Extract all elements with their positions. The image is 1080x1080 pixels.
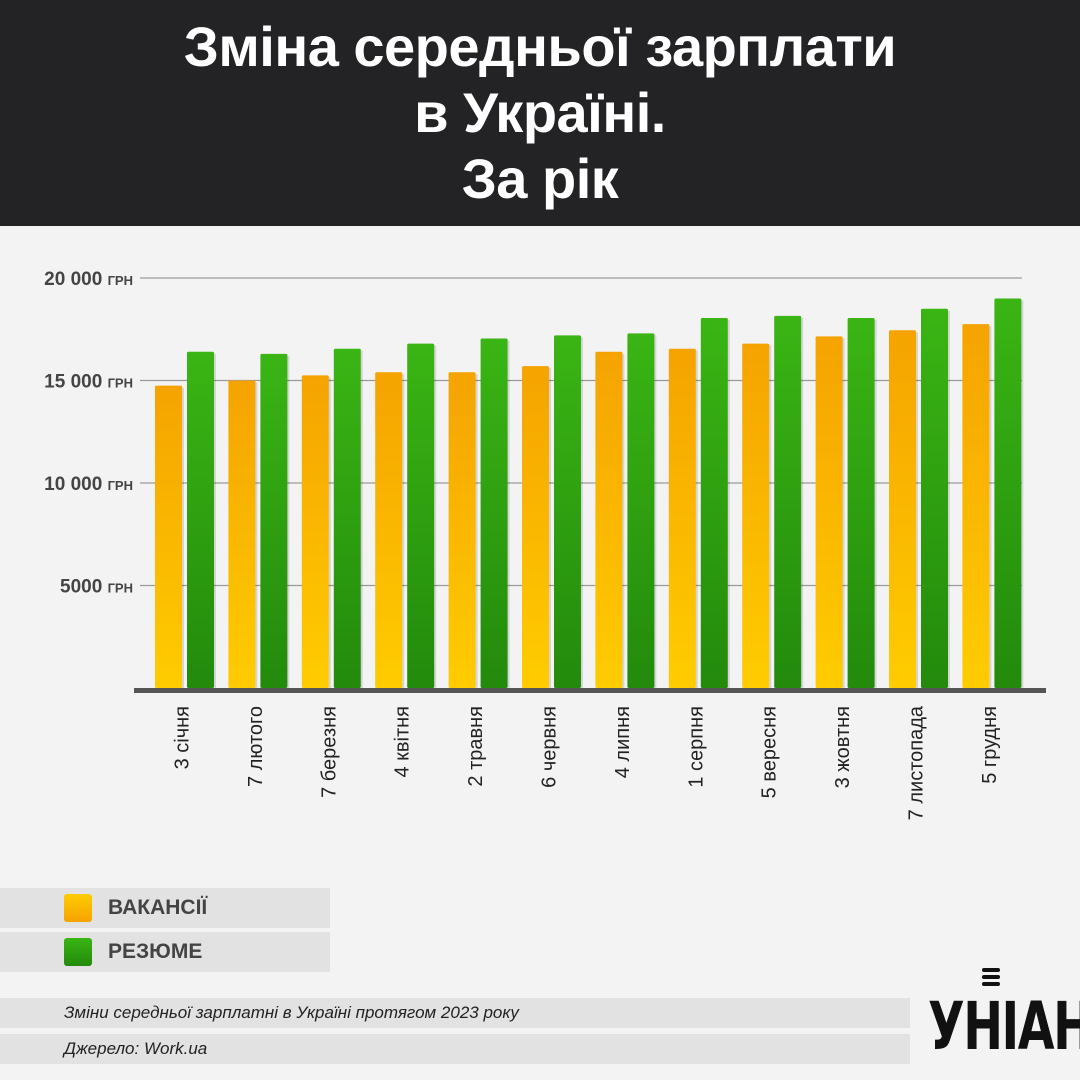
bar-resumes-2 bbox=[260, 353, 288, 688]
bar-vacancies-2 bbox=[228, 380, 256, 688]
source-text: Джерело: Work.ua bbox=[64, 1039, 208, 1058]
bar-vacancies-1 bbox=[155, 385, 182, 688]
legend-swatch-resumes bbox=[64, 938, 92, 966]
legend-row-resumes: РЕЗЮМЕ bbox=[0, 932, 330, 972]
title-line-2: в Україні. bbox=[414, 81, 666, 144]
chart-caption: Зміни середньої зарплатні в Україні прот… bbox=[64, 1003, 519, 1022]
bar-shadow-vacancies-4 bbox=[402, 374, 405, 688]
bar-resumes-8 bbox=[700, 317, 728, 688]
bar-vacancies-9 bbox=[742, 343, 770, 688]
x-tick-label-8: 1 серпня bbox=[685, 706, 707, 788]
bar-vacancies-10 bbox=[815, 336, 843, 688]
bar-shadow-resumes-4 bbox=[434, 345, 437, 688]
logo-text: УНІАН bbox=[928, 988, 1080, 1065]
bar-vacancies-12 bbox=[962, 324, 990, 688]
source-band: Джерело: Work.ua bbox=[0, 1034, 910, 1064]
x-tick-label-5: 2 травня bbox=[465, 706, 487, 787]
x-tick-label-3: 7 березня bbox=[318, 706, 340, 798]
caption-band: Зміни середньої зарплатні в Україні прот… bbox=[0, 998, 910, 1028]
bar-vacancies-8 bbox=[668, 348, 696, 688]
bar-vacancies-5 bbox=[448, 372, 476, 688]
bar-shadow-vacancies-9 bbox=[769, 345, 772, 688]
y-tick-label-5000: 5000 ГРН bbox=[60, 577, 133, 598]
x-tick-label-1: 3 січня bbox=[172, 706, 194, 769]
x-axis-baseline bbox=[134, 688, 1046, 693]
bar-shadow-resumes-8 bbox=[727, 319, 730, 688]
x-tick-label-9: 5 вересня bbox=[759, 706, 781, 798]
bar-resumes-9 bbox=[774, 315, 802, 688]
bar-shadow-resumes-12 bbox=[1021, 300, 1024, 688]
bar-resumes-7 bbox=[627, 333, 655, 688]
bar-shadow-resumes-9 bbox=[801, 317, 804, 688]
bar-vacancies-11 bbox=[889, 330, 916, 688]
bar-vacancies-7 bbox=[595, 351, 623, 688]
bar-shadow-vacancies-11 bbox=[916, 332, 918, 688]
title-line-3: За рік bbox=[461, 147, 619, 210]
bar-shadow-resumes-10 bbox=[874, 319, 877, 688]
bar-shadow-vacancies-6 bbox=[549, 368, 551, 688]
legend-label-resumes: РЕЗЮМЕ bbox=[108, 940, 203, 963]
bar-shadow-vacancies-2 bbox=[255, 382, 258, 688]
x-tick-label-10: 3 жовтня bbox=[832, 706, 854, 788]
x-tick-label-12: 5 грудня bbox=[979, 706, 1001, 784]
header: Зміна середньої зарплати в Україні. За р… bbox=[0, 0, 1080, 226]
x-tick-label-6: 6 червня bbox=[539, 706, 561, 788]
bar-vacancies-4 bbox=[375, 372, 403, 688]
bar-shadow-resumes-11 bbox=[948, 310, 950, 688]
unian-logo: УНІАН bbox=[928, 968, 1080, 1068]
bar-shadow-vacancies-5 bbox=[475, 374, 478, 688]
bar-shadow-vacancies-10 bbox=[842, 338, 845, 688]
y-tick-label-15000: 15 000 ГРН bbox=[44, 372, 133, 393]
legend-item-vacancies: ВАКАНСІЇ bbox=[64, 888, 207, 928]
bar-resumes-3 bbox=[333, 348, 361, 688]
bar-resumes-4 bbox=[407, 343, 435, 688]
legend-row-vacancies: ВАКАНСІЇ bbox=[0, 888, 330, 928]
bar-resumes-1 bbox=[187, 351, 214, 688]
bar-vacancies-6 bbox=[522, 366, 549, 688]
bar-shadow-vacancies-1 bbox=[182, 387, 184, 688]
y-tick-label-20000: 20 000 ГРН bbox=[44, 269, 133, 290]
bar-shadow-resumes-6 bbox=[581, 337, 583, 688]
legend-item-resumes: РЕЗЮМЕ bbox=[64, 932, 202, 972]
bar-resumes-5 bbox=[480, 338, 508, 688]
logo-mic-icon bbox=[982, 968, 1000, 989]
x-tick-label-4: 4 квітня bbox=[392, 706, 414, 778]
y-tick-label-10000: 10 000 ГРН bbox=[44, 474, 133, 495]
bar-resumes-10 bbox=[847, 317, 875, 688]
bar-shadow-vacancies-7 bbox=[622, 353, 625, 688]
bar-shadow-resumes-5 bbox=[507, 340, 510, 688]
bar-resumes-6 bbox=[554, 335, 581, 688]
legend-label-vacancies: ВАКАНСІЇ bbox=[108, 896, 208, 919]
x-tick-label-2: 7 лютого bbox=[245, 706, 267, 787]
bar-shadow-vacancies-3 bbox=[328, 377, 331, 688]
x-tick-label-11: 7 листопада bbox=[906, 705, 928, 820]
x-tick-label-7: 4 липня bbox=[612, 706, 634, 778]
bar-resumes-12 bbox=[994, 298, 1022, 688]
bar-resumes-11 bbox=[921, 308, 948, 688]
salary-bar-chart: 5000 ГРН 10 000 ГРН 15 000 ГРН 20 000 ГРН 3 … bbox=[44, 269, 1046, 820]
bar-shadow-resumes-3 bbox=[360, 350, 363, 688]
bar-shadow-vacancies-8 bbox=[695, 350, 698, 688]
bar-shadow-vacancies-12 bbox=[989, 326, 992, 688]
bar-shadow-resumes-2 bbox=[287, 355, 290, 688]
bar-vacancies-3 bbox=[301, 375, 329, 688]
bar-shadow-resumes-1 bbox=[214, 353, 216, 688]
bar-shadow-resumes-7 bbox=[654, 335, 657, 688]
title-line-1: Зміна середньої зарплати bbox=[183, 15, 897, 78]
legend-swatch-vacancies bbox=[64, 894, 92, 922]
